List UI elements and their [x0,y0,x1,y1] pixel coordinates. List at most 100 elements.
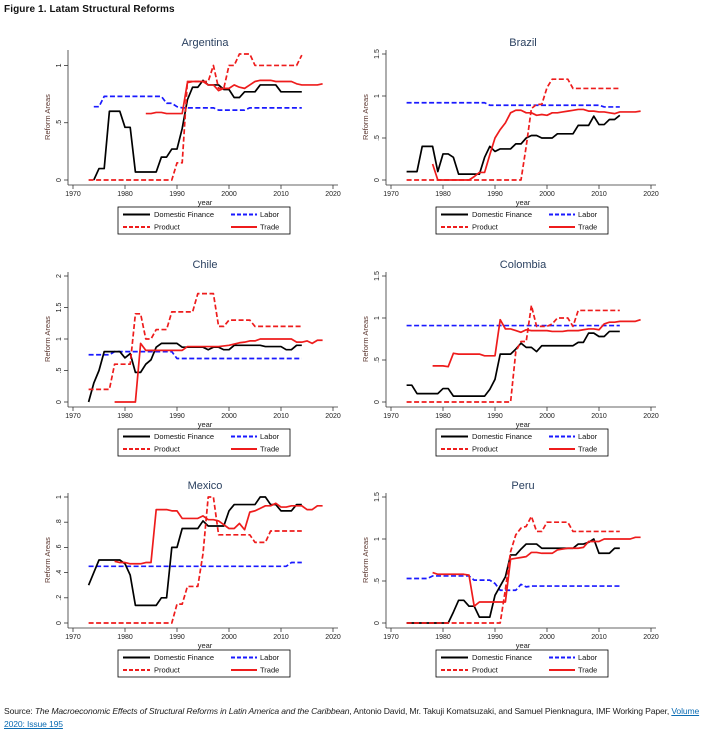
legend-label-product: Product [154,666,181,675]
x-axis-title: year [516,420,531,429]
legend-label-domestic-finance: Domestic Finance [472,210,532,219]
plot-area [87,496,323,624]
series-line-product [406,78,620,181]
x-tick-label: 2000 [539,191,555,198]
x-tick-label: 2010 [591,634,607,641]
y-tick-label: 1.5 [374,49,381,59]
x-tick-label: 1970 [65,634,81,641]
series-line-trade [145,79,323,115]
panel-argentina: Argentina 0 .5 1 1970 1980 1990 2000 2010 2020 yea… [0,20,360,242]
plot-area [87,292,323,403]
x-axis-title: year [516,641,531,650]
chart-title: Mexico [188,480,223,492]
y-tick-label: 0 [374,178,381,182]
x-tick-label: 2000 [221,413,237,420]
chart-title: Argentina [181,37,229,49]
y-tick-label: 1.5 [56,303,63,313]
chart-argentina: Argentina 0 .5 1 1970 1980 1990 2000 2010 2020 yea… [43,37,341,235]
series-line-trade [114,502,323,565]
series-line-product [406,515,620,624]
series-line-domestic-finance [406,114,621,175]
legend-label-domestic-finance: Domestic Finance [472,432,532,441]
y-tick-label: 1.5 [374,492,381,502]
y-tick-label: .8 [56,519,63,525]
y-axis-title: Reform Areas [43,316,52,362]
legend: Domestic Finance Labor Product Trade [435,649,609,678]
y-tick-label: 0 [56,400,63,404]
x-tick-label: 1970 [383,413,399,420]
legend-label-product: Product [472,666,499,675]
legend-label-trade: Trade [260,666,279,675]
legend-label-labor: Labor [260,432,280,441]
panel-peru: Peru 0 .5 1 1.5 1970 1980 1990 2000 2010 2020 year R… [318,463,678,685]
x-tick-label: 1970 [65,413,81,420]
legend-label-product: Product [154,445,181,454]
legend-box [435,428,609,457]
panel-chile: Chile 0 .5 1 1.5 2 1970 1980 1990 2000 2010 2020 yea… [0,242,360,464]
x-tick-label: 2010 [273,634,289,641]
x-tick-label: 2010 [273,413,289,420]
y-axis-title: Reform Areas [361,316,370,362]
y-tick-label: 1 [56,495,63,499]
x-tick-label: 2020 [643,191,659,198]
chart-colombia: Colombia 0 .5 1 1.5 1970 1980 1990 2000 2010 2020 y… [361,259,659,457]
legend-label-trade: Trade [260,223,279,232]
x-tick-label: 2020 [643,413,659,420]
legend-label-labor: Labor [578,432,598,441]
plot-area [88,53,323,181]
y-axis-title: Reform Areas [361,537,370,583]
figure-title: Figure 1. Latam Structural Reforms [4,4,175,15]
legend: Domestic Finance Labor Product Trade [435,428,609,457]
x-tick-label: 1980 [435,191,451,198]
series-line-trade [431,108,641,181]
x-tick-label: 2000 [221,634,237,641]
plot-area [406,78,641,181]
x-tick-label: 1990 [487,413,503,420]
x-tick-label: 1980 [435,413,451,420]
y-tick-label: .5 [56,120,63,126]
legend: Domestic Finance Labor Product Trade [117,428,291,457]
legend-label-domestic-finance: Domestic Finance [154,210,214,219]
series-line-trade [114,338,323,403]
chart-title: Brazil [509,37,537,49]
x-tick-label: 2000 [221,191,237,198]
legend-label-domestic-finance: Domestic Finance [154,432,214,441]
legend-box [117,206,291,235]
series-line-domestic-finance [406,330,620,397]
y-tick-label: 1 [56,63,63,67]
chart-chile: Chile 0 .5 1 1.5 2 1970 1980 1990 2000 2010 2020 yea… [43,259,341,457]
source-link[interactable]: Volume 2020: Issue 195 [4,706,700,729]
x-axis-title: year [198,641,213,650]
y-tick-label: .5 [374,135,381,141]
y-tick-label: 0 [374,400,381,404]
legend: Domestic Finance Labor Product Trade [435,206,609,235]
legend-label-trade: Trade [578,666,597,675]
legend-box [117,428,291,457]
source-label: Source: [4,706,35,716]
source-note: Source: The Macroeconomic Effects of Str… [4,705,712,731]
y-axis-title: Reform Areas [361,94,370,140]
series-line-trade [432,536,641,608]
source-authors: , Antonio David, Mr. Takuji Komatsuzaki,… [349,706,672,716]
legend-box [117,649,291,678]
x-tick-label: 2010 [591,191,607,198]
legend-label-product: Product [472,445,499,454]
y-tick-label: .5 [56,367,63,373]
series-line-domestic-finance [87,496,302,607]
y-tick-label: 1.5 [374,271,381,281]
y-tick-label: .5 [374,578,381,584]
legend-label-labor: Labor [578,210,598,219]
series-line-product [406,304,620,403]
legend-label-trade: Trade [260,445,279,454]
series-line-product [88,292,302,391]
series-line-trade [432,318,641,368]
y-tick-label: 0 [374,621,381,625]
x-tick-label: 1980 [435,634,451,641]
x-axis-title: year [198,198,213,207]
legend-label-labor: Labor [260,210,280,219]
y-tick-label: 1 [374,94,381,98]
y-tick-label: 1 [374,316,381,320]
x-tick-label: 1990 [169,191,185,198]
legend-label-product: Product [472,223,499,232]
x-tick-label: 1980 [117,413,133,420]
